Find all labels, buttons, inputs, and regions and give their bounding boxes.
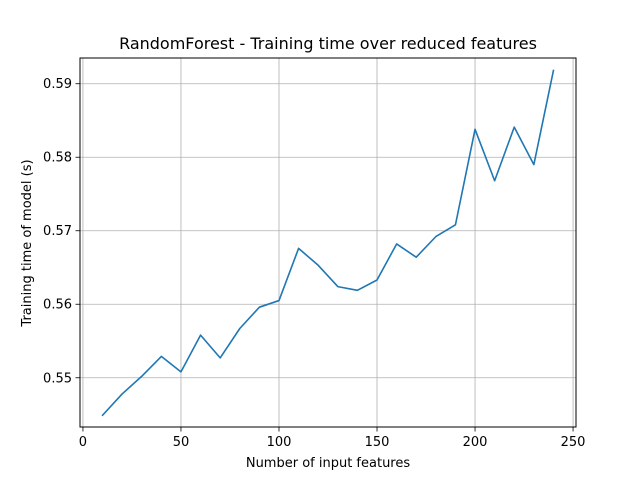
series-group <box>101 69 555 417</box>
chart-title: RandomForest - Training time over reduce… <box>119 34 537 53</box>
y-tick-label: 0.58 <box>43 151 72 166</box>
x-tick-label: 50 <box>173 435 190 450</box>
y-axis-label: Training time of model (s) <box>20 159 35 327</box>
y-tick-label: 0.56 <box>43 298 72 313</box>
plot-area <box>80 58 576 427</box>
y-tick-label: 0.59 <box>43 77 72 92</box>
plot-frame <box>79 57 577 428</box>
y-tick-label: 0.55 <box>43 371 72 386</box>
x-tick-label: 0 <box>79 435 87 450</box>
x-axis: 0 50 100 150 200 250 <box>79 427 586 450</box>
x-axis-label: Number of input features <box>246 456 411 471</box>
x-tick-label: 200 <box>463 435 488 450</box>
x-tick-label: 100 <box>267 435 292 450</box>
grid-lines <box>80 58 576 427</box>
x-tick-label: 250 <box>561 435 586 450</box>
y-axis: 0.55 0.56 0.57 0.58 0.59 <box>43 77 80 386</box>
y-tick-label: 0.57 <box>43 224 72 239</box>
series-line <box>101 69 555 417</box>
x-tick-label: 150 <box>365 435 390 450</box>
